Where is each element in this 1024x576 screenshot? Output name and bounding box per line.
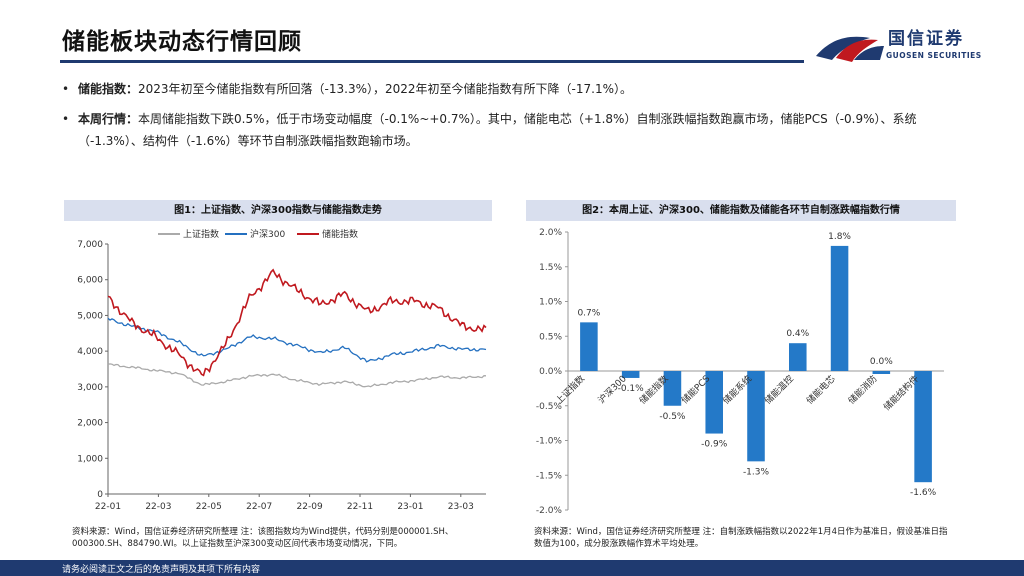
- y-tick-label: 2.0%: [539, 228, 562, 238]
- chart2-source-note: 资料来源：Wind，国信证券经济研究所整理 注：自制涨跌幅指数以2022年1月4…: [534, 527, 948, 549]
- x-tick-label: 22-03: [145, 502, 171, 512]
- y-tick-label: -0.5%: [536, 402, 563, 412]
- bar-value-label: -1.6%: [910, 488, 937, 498]
- footer-bar: [0, 560, 1024, 576]
- x-category-label: 储能消防: [846, 373, 880, 407]
- y-tick-label: 1.0%: [539, 298, 562, 308]
- series-line-hs300: [107, 317, 487, 363]
- bar-6: [830, 245, 849, 371]
- legend-label: 沪深300: [250, 228, 285, 240]
- bar-value-label: -1.3%: [743, 467, 770, 477]
- bar-value-label: -0.5%: [659, 412, 686, 422]
- x-category-label: 储能温控: [762, 373, 796, 407]
- bullet-label: 本周行情：: [78, 112, 139, 126]
- y-tick-label: 0.0%: [539, 367, 562, 377]
- bar-3: [705, 371, 723, 434]
- bar-value-label: 1.8%: [828, 232, 851, 242]
- bar-value-label: 0.7%: [577, 308, 600, 318]
- chart2-title: 图2：本周上证、沪深300、储能指数及储能各环节自制涨跌幅指数行情: [526, 200, 956, 221]
- bullet-label: 储能指数：: [78, 82, 139, 96]
- logo-text-cn: 国信证券: [888, 29, 964, 49]
- bullet-energy-index: • 储能指数：2023年初至今储能指数有所回落（-13.3%），2022年初至今…: [62, 78, 962, 100]
- y-tick-label: 0.5%: [539, 332, 562, 342]
- chart1-title: 图1：上证指数、沪深300指数与储能指数走势: [64, 200, 492, 221]
- bar-0: [580, 322, 598, 371]
- x-tick-label: 22-01: [95, 502, 121, 512]
- x-tick-label: 22-05: [196, 502, 222, 512]
- y-tick-label: -1.0%: [536, 437, 563, 447]
- x-tick-label: 23-03: [448, 502, 474, 512]
- y-tick-label: 6,000: [77, 276, 103, 286]
- bar-4: [747, 371, 765, 462]
- y-tick-label: 4,000: [77, 347, 103, 357]
- logo-text-en: GUOSEN SECURITIES: [886, 51, 982, 60]
- guosen-logo-icon: [816, 36, 884, 62]
- legend-label: 储能指数: [322, 228, 358, 240]
- y-tick-label: 5,000: [77, 311, 103, 321]
- footer-disclaimer: 请务必阅读正文之后的免责声明及其项下所有内容: [62, 565, 261, 575]
- bar-7: [872, 371, 891, 374]
- y-tick-label: 1,000: [77, 454, 103, 464]
- bar-value-label: 0.4%: [786, 329, 809, 339]
- title-rule: [60, 60, 804, 63]
- x-category-label: 储能电芯: [804, 373, 838, 407]
- bullet-weekly-market: • 本周行情：本周储能指数下跌0.5%，低于市场变动幅度（-0.1%~+0.7%…: [62, 108, 968, 152]
- bullet-text: 本周储能指数下跌0.5%，低于市场变动幅度（-0.1%~+0.7%）。其中，储能…: [78, 112, 917, 148]
- legend-label: 上证指数: [183, 228, 219, 240]
- chart1-line-chart: 0 1,000 2,000 3,000 4,000 5,000 6,000 7,000 22-0…: [77, 228, 487, 512]
- x-tick-label: 22-07: [246, 502, 272, 512]
- y-tick-label: -1.5%: [536, 471, 563, 481]
- y-tick-label: -2.0%: [536, 506, 563, 516]
- bar-value-label: -0.1%: [618, 384, 645, 394]
- bullet-dot-icon: •: [62, 82, 70, 96]
- y-tick-label: 3,000: [77, 383, 103, 393]
- bullet-dot-icon: •: [62, 112, 70, 126]
- bullet-text: 2023年初至今储能指数有所回落（-13.3%），2022年初至今储能指数有所下…: [138, 82, 632, 96]
- series-line-sh: [107, 363, 487, 388]
- x-category-label: 上证指数: [553, 373, 587, 407]
- bar-8: [914, 371, 932, 483]
- series-line-energy: [107, 268, 487, 377]
- chart2-bar-chart: -2.0% -1.5% -1.0% -0.5% 0.0% 0.5% 1.0% 1.5% 2.0%…: [536, 228, 944, 516]
- chart1-source-note: 资料来源：Wind，国信证券经济研究所整理 注：该图指数均为Wind提供，代码分…: [72, 527, 454, 549]
- page-title: 储能板块动态行情回顾: [62, 29, 302, 55]
- x-tick-label: 22-09: [297, 502, 323, 512]
- bar-2: [663, 371, 682, 406]
- y-tick-label: 1.5%: [539, 263, 562, 273]
- y-tick-label: 0: [97, 490, 103, 500]
- x-tick-label: 22-11: [347, 502, 373, 512]
- bar-value-label: 0.0%: [870, 357, 893, 367]
- y-tick-label: 7,000: [77, 240, 103, 250]
- bar-1: [621, 371, 640, 378]
- bar-value-label: -0.9%: [701, 440, 728, 450]
- x-tick-label: 23-01: [397, 502, 423, 512]
- y-tick-label: 2,000: [77, 419, 103, 429]
- bar-5: [789, 343, 807, 371]
